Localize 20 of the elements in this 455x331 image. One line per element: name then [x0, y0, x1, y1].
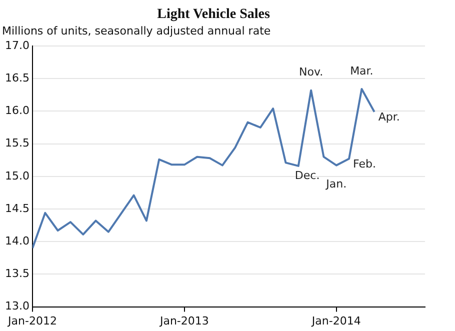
y-tick-label: 13.5	[4, 267, 30, 280]
y-tick-label: 17.0	[4, 38, 30, 52]
annotation: Nov.	[298, 66, 324, 79]
y-tick-label: 16.5	[4, 71, 30, 84]
annotation: Apr.	[378, 110, 400, 124]
annotation: Feb.	[353, 158, 376, 171]
annotation: Mar.	[350, 64, 374, 78]
y-tick-label: 14.5	[4, 202, 30, 215]
y-tick-label: 13.0	[4, 300, 30, 313]
chart-title: Light Vehicle Sales	[157, 7, 270, 22]
x-tick-label: Jan-2014	[310, 314, 361, 328]
y-tick-label: 16.0	[4, 104, 30, 118]
annotation: Dec.	[294, 169, 320, 182]
chart-subtitle: Millions of units, seasonally adjusted annual rate	[2, 24, 271, 38]
x-tick-label: Jan-2012	[7, 314, 57, 328]
x-tick-label: Jan-2013	[158, 314, 209, 328]
annotation: Jan.	[325, 178, 347, 191]
y-tick-label: 15.0	[4, 169, 30, 182]
y-tick-label: 14.0	[4, 234, 30, 248]
y-tick-label: 15.5	[4, 136, 30, 150]
